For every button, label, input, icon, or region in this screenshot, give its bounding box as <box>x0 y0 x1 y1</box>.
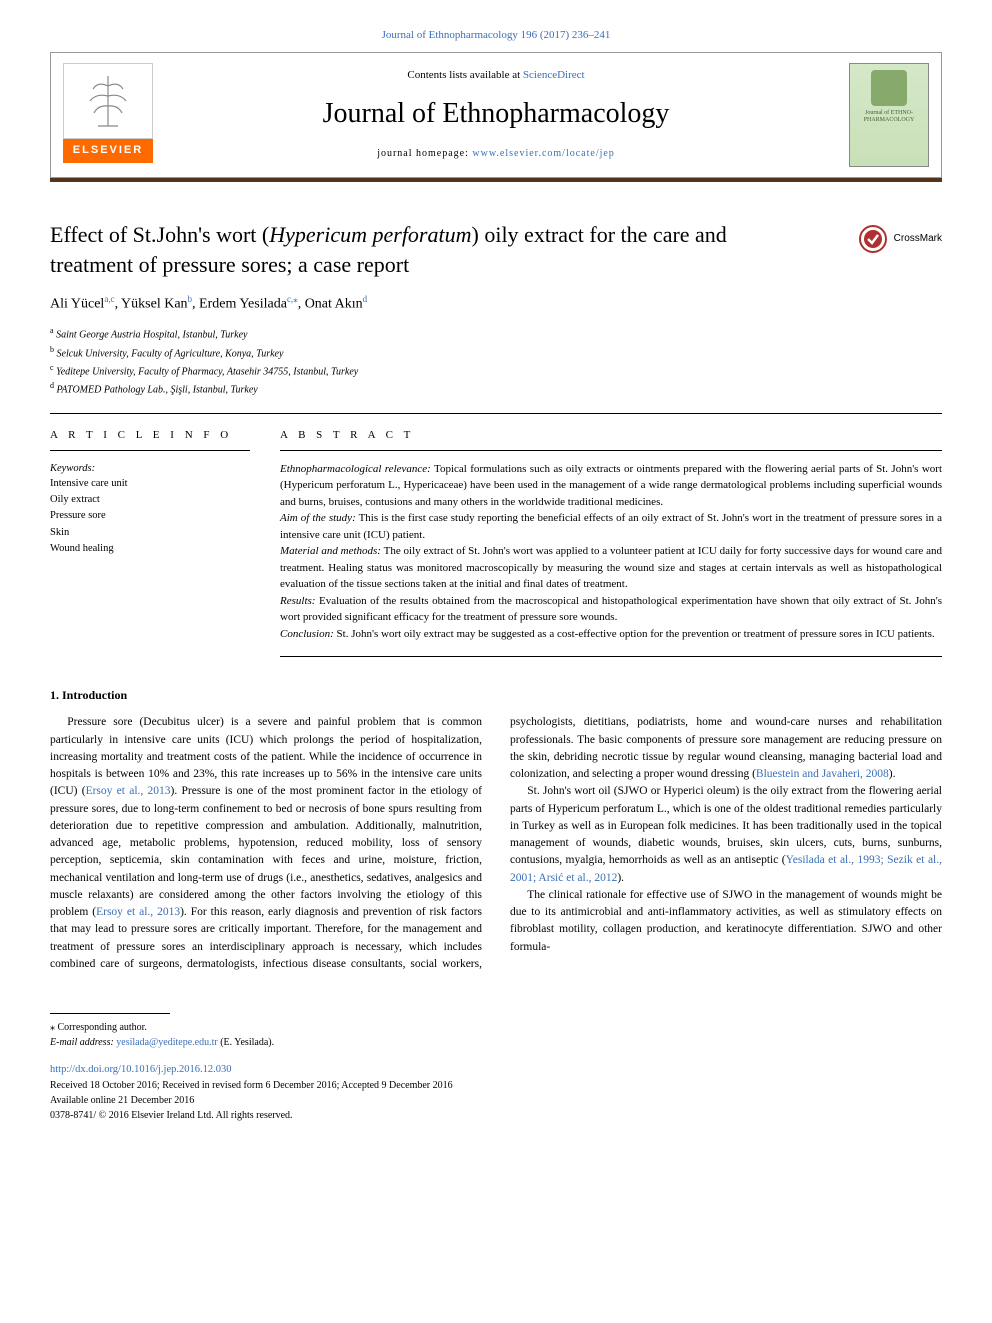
contents-line: Contents lists available at ScienceDirec… <box>323 68 670 84</box>
elsevier-tree-icon <box>63 63 153 139</box>
affiliation-c: Yeditepe University, Faculty of Pharmacy… <box>56 366 358 377</box>
corresponding-author: ⁎ Corresponding author. <box>50 1020 942 1035</box>
crossmark-badge[interactable]: CrossMark <box>858 224 942 254</box>
conclusion-label: Conclusion: <box>280 628 334 640</box>
p2-b: ). <box>617 872 624 884</box>
author-4-sup: d <box>363 294 368 304</box>
relevance-label: Ethnopharmacological relevance: <box>280 463 431 475</box>
received-dates: Received 18 October 2016; Received in re… <box>50 1078 942 1093</box>
p1-b: ). Pressure is one of the most prominent… <box>50 785 482 918</box>
methods-label: Material and methods: <box>280 545 381 557</box>
title-pre: Effect of St.John's wort ( <box>50 222 269 247</box>
author-4: Onat Akın <box>305 297 363 312</box>
authors-line: Ali Yücela,c, Yüksel Kanb, Erdem Yesilad… <box>50 293 942 315</box>
footer-divider <box>50 1013 170 1014</box>
article-info-heading: A R T I C L E I N F O <box>50 428 250 444</box>
keywords-label: Keywords: <box>50 461 250 476</box>
intro-heading: 1. Introduction <box>50 687 942 704</box>
journal-header-box: ELSEVIER Contents lists available at Sci… <box>50 52 942 178</box>
keyword: Pressure sore <box>50 508 250 524</box>
abstract-heading: A B S T R A C T <box>280 428 942 444</box>
ref-link[interactable]: Ersoy et al., 2013 <box>86 785 171 797</box>
article-title: Effect of St.John's wort (Hypericum perf… <box>50 220 942 279</box>
results-text: Evaluation of the results obtained from … <box>280 595 942 624</box>
copyright: 0378-8741/ © 2016 Elsevier Ireland Ltd. … <box>50 1108 942 1123</box>
p3: The clinical rationale for effective use… <box>510 887 942 956</box>
body-text: Pressure sore (Decubitus ulcer) is a sev… <box>50 714 942 973</box>
abstract-text: Ethnopharmacological relevance: Topical … <box>280 461 942 643</box>
sciencedirect-link[interactable]: ScienceDirect <box>523 69 585 81</box>
elsevier-text: ELSEVIER <box>63 139 153 163</box>
email-suffix: (E. Yesilada). <box>218 1037 274 1048</box>
crossmark-text: CrossMark <box>894 232 942 247</box>
author-1-sup: a,c <box>104 294 114 304</box>
crossmark-icon <box>858 224 888 254</box>
author-3-star: ⁎ <box>293 294 298 304</box>
keyword: Wound healing <box>50 541 250 557</box>
ref-link[interactable]: Ersoy et al., 2013 <box>96 906 180 918</box>
affiliations: a Saint George Austria Hospital, Istanbu… <box>50 325 942 398</box>
elsevier-logo: ELSEVIER <box>63 63 153 167</box>
journal-cover: Journal of ETHNO-PHARMACOLOGY <box>849 63 929 167</box>
title-species: Hypericum perforatum <box>269 222 471 247</box>
keyword: Skin <box>50 525 250 541</box>
journal-cover-icon <box>871 70 907 106</box>
affiliation-d: PATOMED Pathology Lab., Şişli, Istanbul,… <box>57 385 258 396</box>
keywords-list: Intensive care unit Oily extract Pressur… <box>50 476 250 557</box>
divider <box>50 413 942 414</box>
email-link[interactable]: yesilada@yeditepe.edu.tr <box>116 1037 217 1048</box>
conclusion-text: St. John's wort oily extract may be sugg… <box>334 628 935 640</box>
author-1: Ali Yücel <box>50 297 104 312</box>
divider <box>50 450 250 451</box>
citation-header: Journal of Ethnopharmacology 196 (2017) … <box>50 28 942 44</box>
journal-title: Journal of Ethnopharmacology <box>323 94 670 135</box>
homepage-line: journal homepage: www.elsevier.com/locat… <box>323 147 670 162</box>
keyword: Intensive care unit <box>50 476 250 492</box>
aim-label: Aim of the study: <box>280 512 356 524</box>
doi-link[interactable]: http://dx.doi.org/10.1016/j.jep.2016.12.… <box>50 1064 232 1075</box>
author-2: Yüksel Kan <box>121 297 188 312</box>
divider <box>280 656 942 657</box>
contents-prefix: Contents lists available at <box>407 69 522 81</box>
results-label: Results: <box>280 595 315 607</box>
author-2-sup: b <box>188 294 193 304</box>
article-info-column: A R T I C L E I N F O Keywords: Intensiv… <box>50 428 250 657</box>
ref-link[interactable]: Bluestein and Javaheri, 2008 <box>756 768 889 780</box>
author-3: Erdem Yesilada <box>199 297 287 312</box>
footer: ⁎ Corresponding author. E-mail address: … <box>50 1013 942 1123</box>
divider <box>280 450 942 451</box>
email-label: E-mail address: <box>50 1037 116 1048</box>
journal-cover-text: Journal of ETHNO-PHARMACOLOGY <box>856 110 922 123</box>
affiliation-b: Selcuk University, Faculty of Agricultur… <box>57 348 284 359</box>
homepage-prefix: journal homepage: <box>377 148 472 159</box>
affiliation-a: Saint George Austria Hospital, Istanbul,… <box>56 330 247 341</box>
available-date: Available online 21 December 2016 <box>50 1093 942 1108</box>
abstract-column: A B S T R A C T Ethnopharmacological rel… <box>280 428 942 657</box>
header-bar <box>50 178 942 182</box>
p1-d: ). <box>889 768 896 780</box>
homepage-link[interactable]: www.elsevier.com/locate/jep <box>472 148 614 159</box>
keyword: Oily extract <box>50 492 250 508</box>
aim-text: This is the first case study reporting t… <box>280 512 942 541</box>
